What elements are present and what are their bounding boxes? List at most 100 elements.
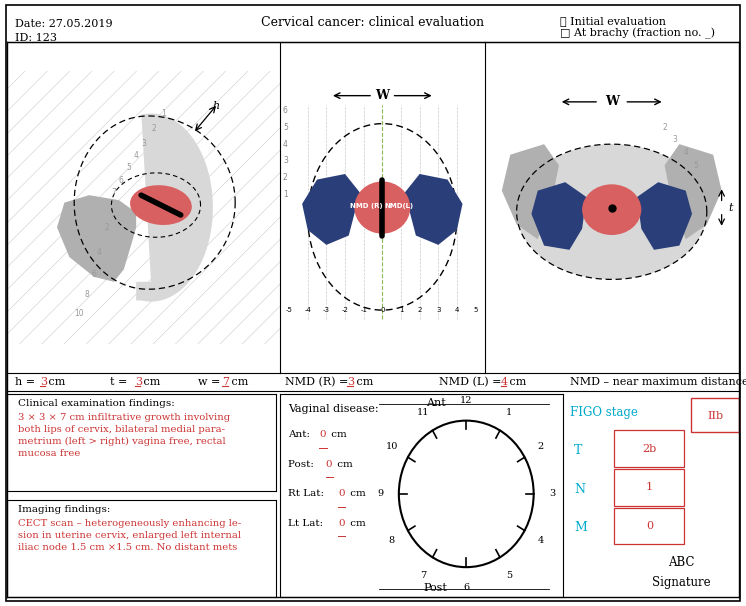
Text: Post:: Post: bbox=[288, 460, 317, 469]
Text: NMD (R) =: NMD (R) = bbox=[285, 376, 352, 387]
Text: h =: h = bbox=[15, 377, 38, 387]
Text: CECT scan – heterogeneously enhancing le-
sion in uterine cervix, enlarged left : CECT scan – heterogeneously enhancing le… bbox=[18, 519, 242, 552]
Text: 1: 1 bbox=[507, 408, 513, 417]
Text: 9: 9 bbox=[377, 490, 383, 498]
Polygon shape bbox=[137, 113, 213, 302]
Polygon shape bbox=[517, 144, 707, 279]
Text: W: W bbox=[375, 89, 389, 102]
Text: cm: cm bbox=[228, 377, 248, 387]
Text: cm: cm bbox=[334, 460, 353, 469]
Text: FIGO stage: FIGO stage bbox=[571, 406, 639, 419]
Text: Date: 27.05.2019
ID: 123: Date: 27.05.2019 ID: 123 bbox=[15, 19, 113, 44]
Text: M: M bbox=[574, 521, 587, 534]
Text: NMD (R): NMD (R) bbox=[350, 202, 383, 208]
Text: 0: 0 bbox=[338, 489, 345, 498]
Text: 6: 6 bbox=[119, 176, 124, 185]
Text: 7: 7 bbox=[111, 188, 116, 197]
Text: 2: 2 bbox=[538, 442, 544, 451]
Text: Clinical examination findings:: Clinical examination findings: bbox=[18, 399, 175, 408]
Text: ☒ Initial evaluation: ☒ Initial evaluation bbox=[560, 16, 665, 26]
Text: 3 × 3 × 7 cm infiltrative growth involving
both lips of cervix, bilateral medial: 3 × 3 × 7 cm infiltrative growth involvi… bbox=[18, 413, 231, 458]
Text: -1: -1 bbox=[360, 307, 367, 313]
Text: Post: Post bbox=[424, 583, 448, 593]
Text: 3: 3 bbox=[283, 156, 288, 165]
Text: 2: 2 bbox=[283, 173, 288, 182]
Text: 3: 3 bbox=[40, 377, 47, 387]
Polygon shape bbox=[531, 182, 586, 250]
Text: w =: w = bbox=[198, 377, 223, 387]
Text: IIb: IIb bbox=[707, 411, 723, 421]
Text: 2b: 2b bbox=[642, 444, 656, 454]
Text: 1: 1 bbox=[161, 109, 166, 118]
Text: 4: 4 bbox=[538, 536, 544, 545]
Ellipse shape bbox=[582, 184, 642, 235]
Text: 6: 6 bbox=[463, 583, 469, 592]
Text: 3: 3 bbox=[549, 490, 556, 498]
Text: 3: 3 bbox=[348, 377, 354, 387]
Polygon shape bbox=[57, 195, 137, 282]
Text: 10: 10 bbox=[386, 442, 398, 451]
Text: NMD(L): NMD(L) bbox=[384, 202, 414, 208]
Text: 3: 3 bbox=[141, 139, 146, 148]
Text: cm: cm bbox=[507, 377, 527, 387]
Polygon shape bbox=[665, 144, 721, 239]
Text: T: T bbox=[574, 444, 583, 458]
Text: Lt Lat:: Lt Lat: bbox=[288, 519, 327, 528]
Text: Ant:: Ant: bbox=[288, 430, 313, 439]
Text: -3: -3 bbox=[323, 307, 330, 313]
Text: 5: 5 bbox=[694, 161, 699, 170]
Text: t: t bbox=[728, 202, 733, 213]
Text: 1: 1 bbox=[283, 190, 288, 199]
Text: 1: 1 bbox=[646, 482, 653, 492]
Text: ABC: ABC bbox=[668, 556, 695, 569]
Text: NMD (L) =: NMD (L) = bbox=[439, 376, 505, 387]
Text: 0: 0 bbox=[326, 460, 332, 469]
Text: 3: 3 bbox=[673, 135, 677, 144]
Text: 3: 3 bbox=[436, 307, 441, 313]
Text: Cervical cancer: clinical evaluation: Cervical cancer: clinical evaluation bbox=[261, 16, 485, 28]
Text: 0: 0 bbox=[380, 307, 385, 313]
Text: 4: 4 bbox=[97, 248, 101, 256]
Text: Ant: Ant bbox=[426, 398, 445, 408]
Text: cm: cm bbox=[328, 430, 347, 439]
Text: 10: 10 bbox=[75, 310, 84, 319]
Text: cm: cm bbox=[353, 377, 373, 387]
Text: 5: 5 bbox=[507, 571, 513, 579]
Text: -4: -4 bbox=[304, 307, 311, 313]
Ellipse shape bbox=[130, 185, 192, 225]
Text: 2: 2 bbox=[662, 123, 667, 132]
Text: 4: 4 bbox=[683, 148, 688, 157]
Text: N: N bbox=[574, 483, 585, 496]
Text: 1: 1 bbox=[398, 307, 404, 313]
Text: 5: 5 bbox=[474, 307, 477, 313]
Text: Vaginal disease:: Vaginal disease: bbox=[288, 404, 379, 414]
Text: □ At brachy (fraction no. _): □ At brachy (fraction no. _) bbox=[560, 27, 715, 39]
Text: t =: t = bbox=[110, 377, 131, 387]
Text: 12: 12 bbox=[460, 396, 472, 405]
Polygon shape bbox=[405, 174, 463, 245]
Text: 8: 8 bbox=[84, 290, 89, 299]
Text: cm: cm bbox=[347, 489, 366, 498]
Text: 4: 4 bbox=[283, 139, 288, 148]
Text: 5: 5 bbox=[283, 123, 288, 132]
Text: 5: 5 bbox=[126, 164, 131, 173]
Text: 0: 0 bbox=[338, 519, 345, 528]
Text: cm: cm bbox=[347, 519, 366, 528]
Text: -2: -2 bbox=[342, 307, 348, 313]
Text: 2: 2 bbox=[104, 223, 109, 232]
Polygon shape bbox=[302, 174, 360, 245]
Text: W: W bbox=[605, 95, 618, 108]
Text: -5: -5 bbox=[286, 307, 292, 313]
Text: 6: 6 bbox=[92, 270, 96, 279]
Text: 11: 11 bbox=[417, 408, 430, 417]
Text: Signature: Signature bbox=[651, 576, 710, 589]
Text: 7: 7 bbox=[420, 571, 426, 579]
Text: 4: 4 bbox=[455, 307, 459, 313]
Text: 3: 3 bbox=[135, 377, 142, 387]
Text: cm: cm bbox=[45, 377, 66, 387]
Text: Imaging findings:: Imaging findings: bbox=[18, 505, 110, 514]
Text: h: h bbox=[213, 101, 220, 111]
Text: NMD – near maximum distance: NMD – near maximum distance bbox=[571, 377, 746, 387]
Text: 0: 0 bbox=[646, 521, 653, 531]
Text: 2: 2 bbox=[418, 307, 421, 313]
